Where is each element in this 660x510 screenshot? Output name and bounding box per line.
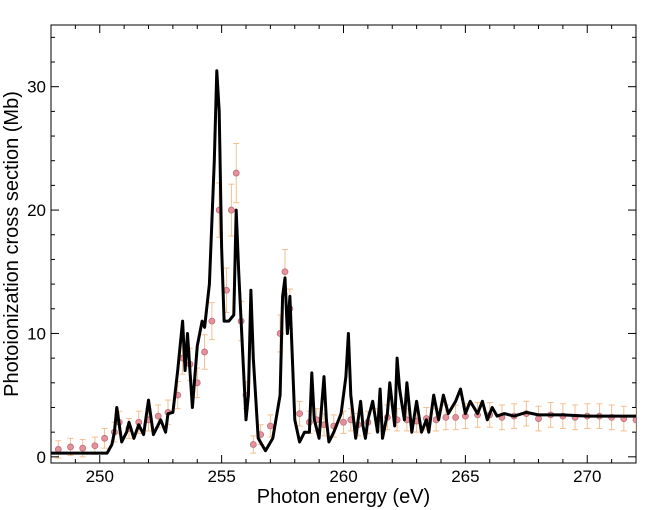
x-tick-label: 250: [86, 467, 114, 486]
y-tick-label: 10: [27, 324, 46, 343]
data-point: [266, 422, 274, 430]
data-point: [227, 206, 235, 214]
y-axis-title: Photoionization cross section (Mb): [1, 91, 23, 397]
data-point: [91, 442, 99, 450]
x-tick-label: 255: [207, 467, 235, 486]
x-axis-title: Photon energy (eV): [257, 486, 430, 508]
y-tick-label: 0: [37, 448, 46, 467]
y-tick-label: 30: [27, 78, 46, 97]
data-point: [232, 169, 240, 177]
tick-layer: [50, 25, 637, 463]
data-point: [452, 413, 460, 421]
data-point: [281, 268, 289, 276]
x-tick-label: 260: [329, 467, 357, 486]
data-point: [154, 412, 162, 420]
errorbar-layer: [55, 142, 636, 459]
x-tick-label: 270: [573, 467, 601, 486]
data-point: [296, 410, 304, 418]
label-layer: 250 255 260 265 270 0 10 20 30: [27, 78, 601, 486]
data-point: [201, 348, 208, 356]
data-point: [67, 443, 74, 451]
data-point: [54, 446, 62, 453]
data-point: [442, 413, 450, 421]
data-point: [249, 441, 257, 448]
data-point: [632, 416, 636, 424]
x-tick-label: 265: [451, 467, 479, 486]
marker-layer: [54, 169, 636, 453]
data-point: [79, 444, 87, 452]
data-point: [535, 415, 542, 422]
data-point: [340, 418, 347, 426]
y-tick-label: 20: [27, 201, 46, 220]
data-point: [101, 434, 109, 442]
theory-line-layer: [51, 69, 636, 455]
theory-curve: [51, 69, 636, 455]
data-point: [208, 317, 216, 325]
